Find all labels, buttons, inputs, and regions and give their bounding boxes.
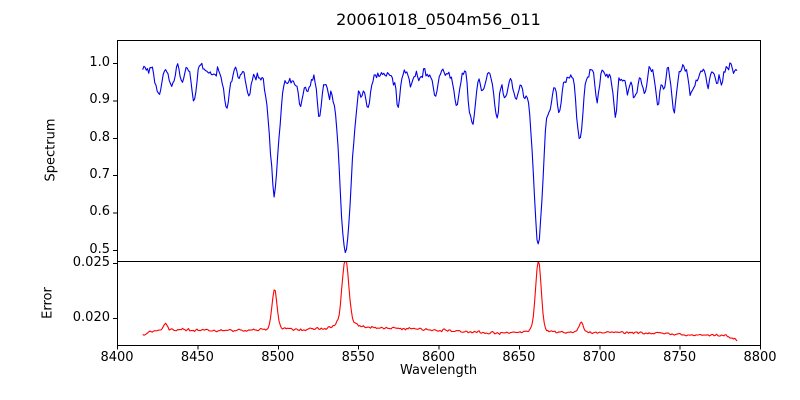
y-tick-label: 0.8 (89, 129, 110, 145)
x-tick-label: 8800 (743, 350, 777, 365)
x-tick-label: 8400 (100, 350, 134, 365)
x-tick-label: 8700 (582, 350, 616, 365)
chart-title: 20061018_0504m56_011 (336, 10, 541, 29)
y-tick-label: 0.5 (89, 241, 110, 257)
y-tick-label: 0.025 (72, 254, 110, 270)
x-axis-label: Wavelength (399, 363, 478, 378)
y-tick-label: 0.6 (89, 204, 110, 220)
y-tick-label: 0.9 (89, 92, 110, 108)
y-tick-label: 1.0 (89, 55, 110, 71)
x-tick-label: 8750 (663, 350, 697, 365)
x-tick-label: 8600 (421, 350, 456, 365)
y-tick-label: 0.020 (72, 310, 110, 326)
y-tick-label: 0.7 (89, 167, 110, 183)
x-tick-label: 8550 (341, 350, 375, 365)
x-tick-label: 8500 (261, 350, 295, 365)
x-tick-label: 8450 (180, 350, 214, 365)
x-tick-label: 8650 (502, 350, 536, 365)
